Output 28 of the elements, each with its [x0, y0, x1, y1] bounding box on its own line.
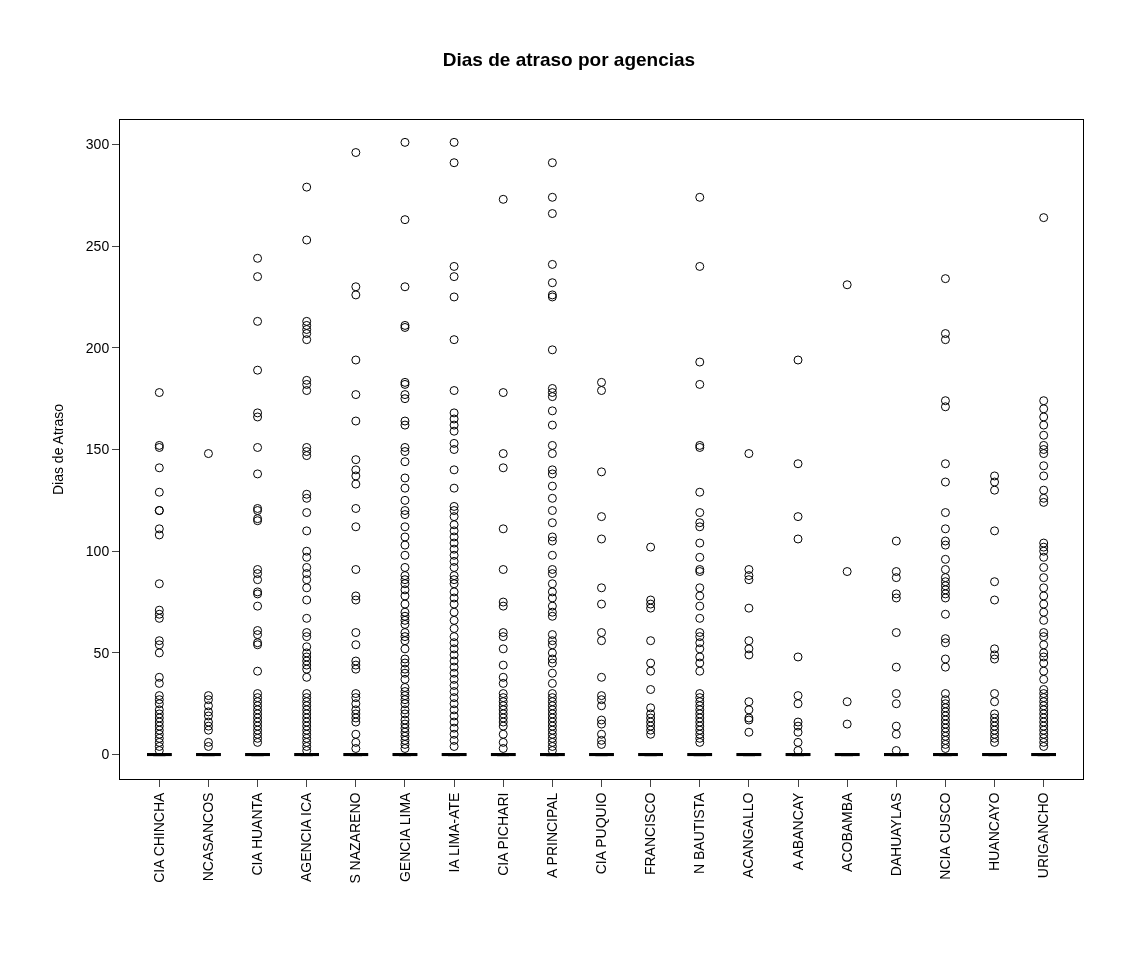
x-tick-label: ACOBAMBA: [838, 791, 855, 872]
y-tick-label: 50: [93, 644, 110, 661]
x-tick-label: NCIA CUSCO: [936, 792, 953, 880]
x-tick-label: CIA CHINCHA: [150, 791, 167, 883]
x-tick-label: IA LIMA-ATE: [445, 792, 462, 873]
y-tick-label: 300: [85, 136, 110, 153]
x-tick-label: CIA HUANTA: [249, 791, 266, 876]
x-tick-label: A ABANCAY: [789, 791, 806, 871]
x-tick-label: FRANCISCO: [642, 792, 659, 876]
x-tick-label: URIGANCHO: [1035, 792, 1052, 879]
y-tick-label: 200: [85, 339, 110, 356]
x-tick-label: CIA PICHARI: [494, 792, 511, 876]
x-tick-label: ACANGALLO: [740, 792, 757, 879]
x-tick-label: AGENCIA ICA: [298, 791, 315, 883]
x-tick-label: DAHUAYLAS: [887, 792, 904, 877]
y-axis-title: Dias de Atraso: [50, 403, 67, 496]
y-tick-label: 100: [85, 543, 110, 560]
y-tick-label: 0: [101, 746, 110, 763]
x-tick-label: N BAUTISTA: [691, 791, 708, 875]
y-tick-label: 150: [85, 441, 110, 458]
x-tick-label: A PRINCIPAL: [543, 792, 560, 878]
chart-title: Dias de atraso por agencias: [442, 48, 696, 70]
x-tick-label: HUANCAYO: [986, 792, 1003, 871]
x-tick-label: S NAZARENO: [347, 792, 364, 884]
x-tick-label: GENCIA LIMA: [396, 791, 413, 883]
x-tick-label: NCASANCOS: [199, 792, 216, 882]
y-tick-label: 250: [85, 238, 110, 254]
x-tick-label: CIA PUQUIO: [593, 792, 610, 875]
